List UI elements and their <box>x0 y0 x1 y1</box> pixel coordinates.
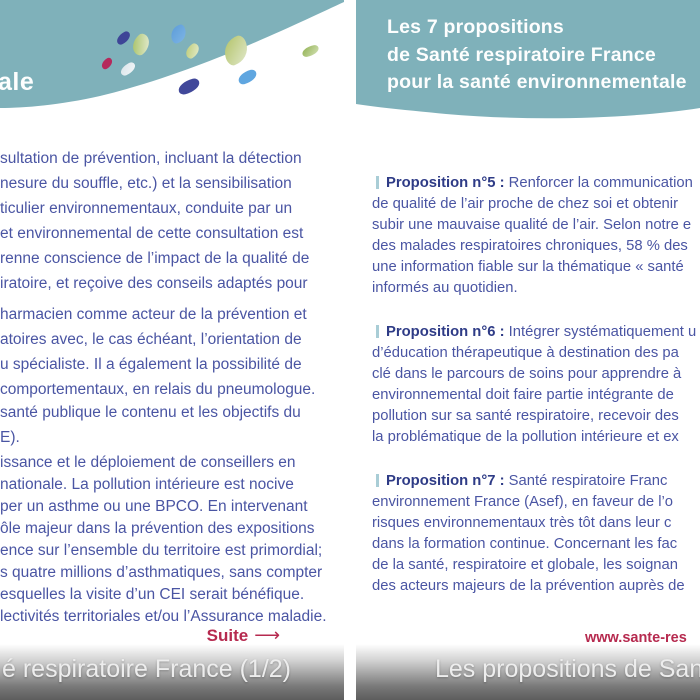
text-line: E). <box>0 429 20 446</box>
text-line: d’éducation thérapeutique à destination … <box>372 345 679 361</box>
text-line: clé dans le parcours de soins pour appre… <box>372 366 682 382</box>
text-line: lectivités territoriales et/ou l’Assuran… <box>0 608 327 625</box>
text-line: de qualité de l’air proche de chez soi e… <box>372 196 678 212</box>
proposition-body: de qualité de l’air proche de chez soi e… <box>372 194 700 299</box>
proposition-body: d’éducation thérapeutique à destination … <box>372 343 700 448</box>
caption-bar: é respiratoire France (1/2) <box>0 644 344 700</box>
text-line: ticulier environnementaux, conduite par … <box>0 200 293 217</box>
text-line: issance et le déploiement de conseillers… <box>0 454 296 471</box>
text-line: esquelles la visite d’un CEI serait béné… <box>0 586 305 603</box>
caption-text: Les propositions de Santé <box>435 655 700 683</box>
text-line: u spécialiste. Il a également la possibi… <box>0 356 302 373</box>
paragraph: sultation de prévention, incluant la dét… <box>0 146 309 296</box>
proposition-6: Proposition n°6 : Intégrer systématiquem… <box>372 322 700 448</box>
proposition-first-line: Santé respiratoire Franc <box>508 473 668 489</box>
text-line: informés au quotidien. <box>372 280 518 296</box>
proposition-label: Proposition n°7 : <box>386 473 505 489</box>
proposition-body: environnement France (Asef), en faveur d… <box>372 492 700 597</box>
header-title-fragment: ale <box>0 68 35 96</box>
text-line: iratoire, et reçoive des conseils adapté… <box>0 275 308 292</box>
text-line: per un asthme ou une BPCO. En intervenan… <box>0 498 308 515</box>
proposition-label: Proposition n°5 : <box>386 175 505 191</box>
text-line: de Santé respiratoire France <box>387 43 656 66</box>
proposition-first-line: Intégrer systématiquement u <box>508 324 697 340</box>
text-line: nationale. La pollution intérieure est n… <box>0 476 294 493</box>
text-line: des malades respiratoires chroniques, 58… <box>372 238 688 254</box>
text-line: la problématique de la pollution intérie… <box>372 429 679 445</box>
text-line: pour la santé environnementale <box>387 71 687 93</box>
paragraph: santé publique le contenu et les objecti… <box>0 400 301 450</box>
page-2-panel: Les 7 propositions de Santé respiratoire … <box>356 0 700 700</box>
page-1-panel: ale sultation de prévention, incluant la… <box>0 0 344 700</box>
text-line: atoires avec, le cas échéant, l’orientat… <box>0 331 302 348</box>
text-line: ence sur l’ensemble du territoire est pr… <box>0 542 323 559</box>
text-line: environnemental doit faire partie intégr… <box>372 387 674 403</box>
suite-label: Suite <box>206 626 249 645</box>
text-line: une information fiable sur la thématique… <box>372 259 684 275</box>
text-line: dans la formation continue. Concernant l… <box>372 536 678 552</box>
text-line: risques environnementaux très tôt dans l… <box>372 515 672 531</box>
text-line: Les 7 propositions <box>387 16 564 38</box>
text-line: environnement France (Asef), en faveur d… <box>372 494 674 510</box>
suite-link[interactable]: Suite ⟶ <box>207 625 280 646</box>
text-line: des acteurs majeurs de la prévention aup… <box>372 578 685 594</box>
website-link[interactable]: www.sante-res <box>585 630 687 646</box>
accent-bar-icon <box>376 325 379 338</box>
page-title: Les 7 propositions de Santé respiratoire … <box>387 14 687 97</box>
text-line: santé publique le contenu et les objecti… <box>0 404 301 421</box>
paragraph: harmacien comme acteur de la prévention … <box>0 302 315 402</box>
text-line: subir une mauvaise qualité de l’air. Sel… <box>372 217 692 233</box>
text-line: sultation de prévention, incluant la dét… <box>0 150 302 167</box>
proposition-5: Proposition n°5 : Renforcer la communica… <box>372 173 700 299</box>
text-line: renne conscience de l’impact de la quali… <box>0 250 310 267</box>
accent-bar-icon <box>376 474 379 487</box>
text-line: harmacien comme acteur de la prévention … <box>0 306 307 323</box>
teal-wave-header <box>0 0 344 108</box>
teal-header-block <box>356 0 700 119</box>
caption-bar: Les propositions de Santé <box>356 644 700 700</box>
accent-bar-icon <box>376 176 379 189</box>
text-line: et environnemental de cette consultation… <box>0 225 304 242</box>
text-line: de la santé, respiratoire et globale, le… <box>372 557 678 573</box>
proposition-label: Proposition n°6 : <box>386 324 505 340</box>
text-line: pollution sur sa santé respiratoire, rec… <box>372 408 679 424</box>
paragraph: issance et le déploiement de conseillers… <box>0 452 327 628</box>
text-line: s quatre millions d’asthmatiques, sans c… <box>0 564 323 581</box>
caption-text: é respiratoire France (1/2) <box>2 655 292 683</box>
proposition-7: Proposition n°7 : Santé respiratoire Fra… <box>372 471 700 597</box>
text-line: comportementaux, en relais du pneumologu… <box>0 381 316 398</box>
arrow-right-icon: ⟶ <box>254 625 280 645</box>
text-line: nesure du souffle, etc.) et la sensibili… <box>0 175 292 192</box>
text-line: ôle majeur dans la prévention des exposi… <box>0 520 315 537</box>
proposition-first-line: Renforcer la communication <box>508 175 693 191</box>
